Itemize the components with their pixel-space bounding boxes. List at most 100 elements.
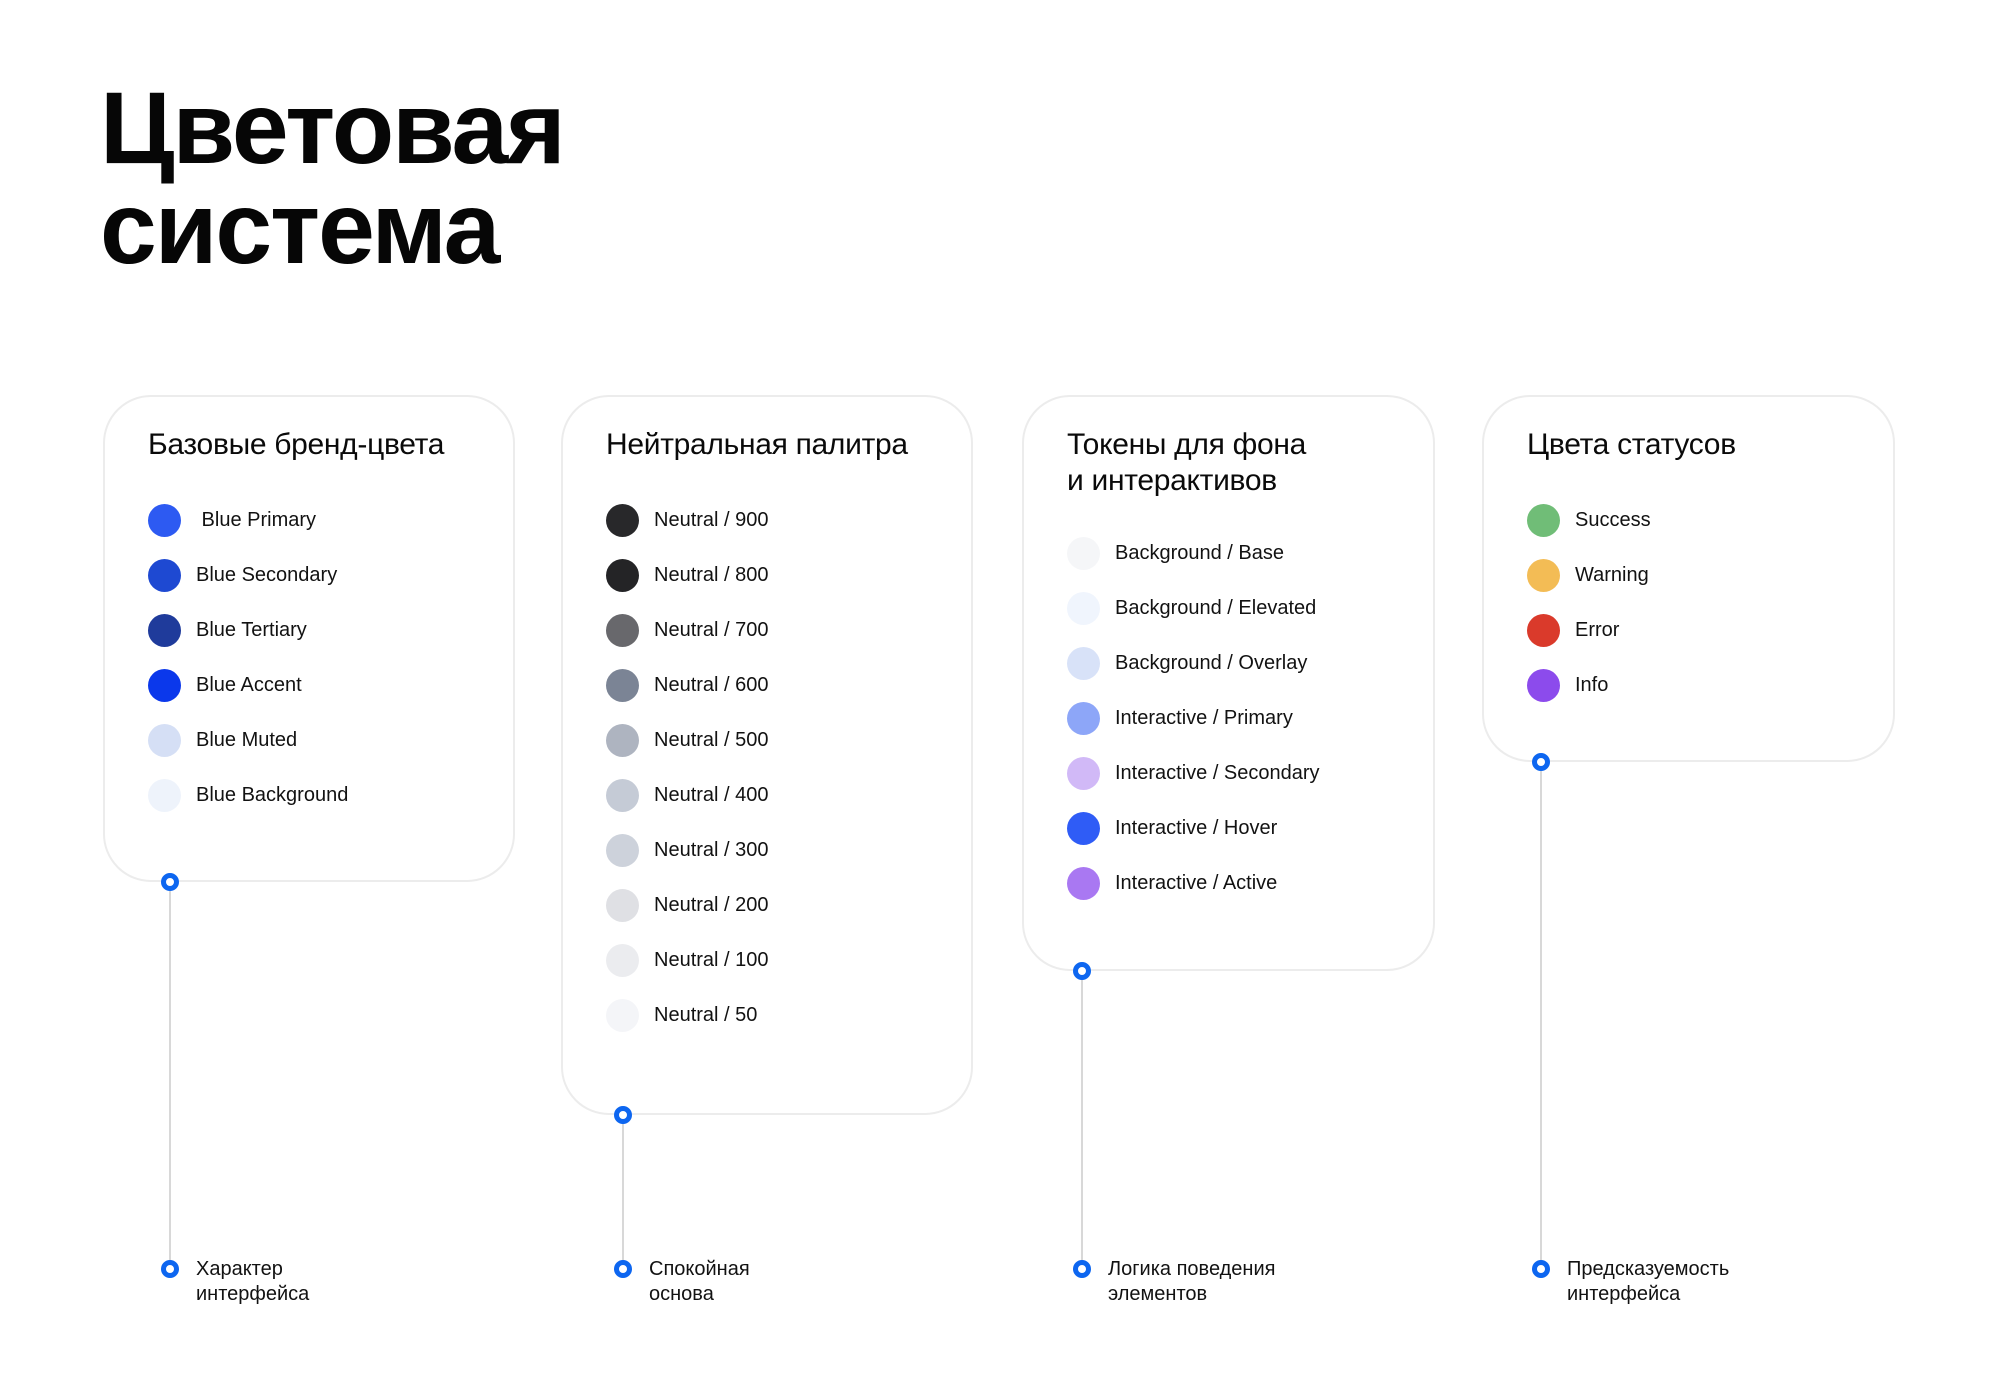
card-background-interactive-tokens: Токены для фона и интерактивов Backgroun… xyxy=(1022,395,1435,971)
color-swatch-label: Neutral / 900 xyxy=(654,509,769,531)
color-list-item: Neutral / 400 xyxy=(606,779,941,812)
card-brand-colors: Базовые бренд-цвета Blue Primary Blue Sec… xyxy=(103,395,515,882)
color-swatch xyxy=(1067,812,1100,845)
color-swatch xyxy=(606,669,639,702)
color-swatch xyxy=(606,834,639,867)
color-list-item: Blue Muted xyxy=(148,724,483,757)
color-swatch-label: Interactive / Secondary xyxy=(1115,762,1320,784)
connector-node-icon xyxy=(161,1260,179,1278)
color-list-item: Neutral / 800 xyxy=(606,559,941,592)
connector-line xyxy=(622,1115,624,1269)
color-swatch xyxy=(1067,757,1100,790)
color-swatch xyxy=(606,779,639,812)
color-list-item: Interactive / Hover xyxy=(1067,812,1403,845)
color-swatch-label: Blue Primary xyxy=(196,509,317,531)
color-swatch-label: Neutral / 200 xyxy=(654,894,769,916)
connector-line xyxy=(169,882,171,1269)
color-list-item: Info xyxy=(1527,669,1863,702)
color-list-item: Neutral / 900 xyxy=(606,504,941,537)
color-list-item: Neutral / 700 xyxy=(606,614,941,647)
color-swatch-label: Background / Elevated xyxy=(1115,597,1317,619)
color-swatch xyxy=(1527,559,1560,592)
color-swatch xyxy=(148,614,181,647)
color-swatch xyxy=(606,944,639,977)
color-swatch-label: Interactive / Primary xyxy=(1115,707,1293,729)
color-list: Success Warning Error Info xyxy=(1527,504,1863,702)
connector-caption: Предсказуемость интерфейса xyxy=(1567,1258,1730,1305)
color-list-item: Success xyxy=(1527,504,1863,537)
color-list-item: Warning xyxy=(1527,559,1863,592)
connector-caption: Логика поведения элементов xyxy=(1108,1258,1276,1305)
color-list: Blue Primary Blue Secondary Blue Tertiary B… xyxy=(148,504,483,812)
color-swatch xyxy=(1067,867,1100,900)
color-swatch xyxy=(1527,669,1560,702)
connector-caption: Характер интерфейса xyxy=(196,1258,310,1305)
connector-node-icon xyxy=(1532,753,1550,771)
color-list-item: Background / Base xyxy=(1067,537,1403,570)
color-list-item: Interactive / Primary xyxy=(1067,702,1403,735)
color-swatch xyxy=(606,559,639,592)
color-swatch xyxy=(1067,537,1100,570)
color-swatch xyxy=(1067,647,1100,680)
color-swatch-label: Neutral / 800 xyxy=(654,564,769,586)
color-swatch xyxy=(606,999,639,1032)
color-swatch-label: Success xyxy=(1575,509,1651,531)
page-title: Цветовая система xyxy=(100,71,566,285)
color-list-item: Neutral / 50 xyxy=(606,999,941,1032)
card-title: Токены для фона и интерактивов xyxy=(1067,428,1306,497)
color-swatch-label: Neutral / 500 xyxy=(654,729,769,751)
color-list-item: Interactive / Secondary xyxy=(1067,757,1403,790)
color-swatch-label: Blue Accent xyxy=(196,674,302,696)
color-swatch-label: Blue Tertiary xyxy=(196,619,307,641)
color-swatch xyxy=(148,559,181,592)
color-list-item: Neutral / 600 xyxy=(606,669,941,702)
color-swatch-label: Neutral / 50 xyxy=(654,1004,758,1026)
color-swatch-label: Info xyxy=(1575,674,1609,696)
color-list-item: Neutral / 300 xyxy=(606,834,941,867)
color-list-item: Interactive / Active xyxy=(1067,867,1403,900)
color-swatch xyxy=(1067,702,1100,735)
color-list-item: Blue Tertiary xyxy=(148,614,483,647)
color-swatch-label: Blue Muted xyxy=(196,729,298,751)
color-list: Background / Base Background / Elevated Ba… xyxy=(1067,537,1403,900)
connector-line xyxy=(1540,762,1542,1269)
color-swatch-label: Blue Background xyxy=(196,784,349,806)
color-list-item: Neutral / 500 xyxy=(606,724,941,757)
color-swatch xyxy=(148,669,181,702)
color-swatch xyxy=(606,889,639,922)
color-swatch-label: Neutral / 700 xyxy=(654,619,769,641)
color-swatch xyxy=(1067,592,1100,625)
card-title: Базовые бренд-цвета xyxy=(148,428,445,461)
color-swatch xyxy=(1527,504,1560,537)
color-list-item: Error xyxy=(1527,614,1863,647)
color-list-item: Blue Background xyxy=(148,779,483,812)
color-list-item: Neutral / 100 xyxy=(606,944,941,977)
color-swatch-label: Neutral / 100 xyxy=(654,949,769,971)
card-title: Цвета статусов xyxy=(1527,428,1736,461)
color-swatch xyxy=(148,504,181,537)
color-list-item: Blue Secondary xyxy=(148,559,483,592)
color-swatch-label: Error xyxy=(1575,619,1620,641)
color-swatch xyxy=(606,504,639,537)
connector-node-icon xyxy=(1073,1260,1091,1278)
color-swatch xyxy=(1527,614,1560,647)
connector-node-icon xyxy=(614,1106,632,1124)
color-list: Neutral / 900 Neutral / 800 Neutral / 700 N… xyxy=(606,504,941,1032)
color-swatch-label: Interactive / Active xyxy=(1115,872,1278,894)
connector-node-icon xyxy=(161,873,179,891)
color-list-item: Background / Elevated xyxy=(1067,592,1403,625)
connector-line xyxy=(1081,971,1083,1269)
color-swatch xyxy=(148,724,181,757)
color-swatch-label: Blue Secondary xyxy=(196,564,338,586)
color-swatch-label: Neutral / 400 xyxy=(654,784,769,806)
card-status-colors: Цвета статусов Success Warning Error Info xyxy=(1482,395,1895,762)
card-title: Нейтральная палитра xyxy=(606,428,908,461)
color-swatch-label: Neutral / 600 xyxy=(654,674,769,696)
connector-node-icon xyxy=(614,1260,632,1278)
color-swatch-label: Neutral / 300 xyxy=(654,839,769,861)
color-swatch xyxy=(606,614,639,647)
color-swatch xyxy=(148,779,181,812)
card-neutral-palette: Нейтральная палитра Neutral / 900 Neutral… xyxy=(561,395,973,1115)
connector-node-icon xyxy=(1073,962,1091,980)
